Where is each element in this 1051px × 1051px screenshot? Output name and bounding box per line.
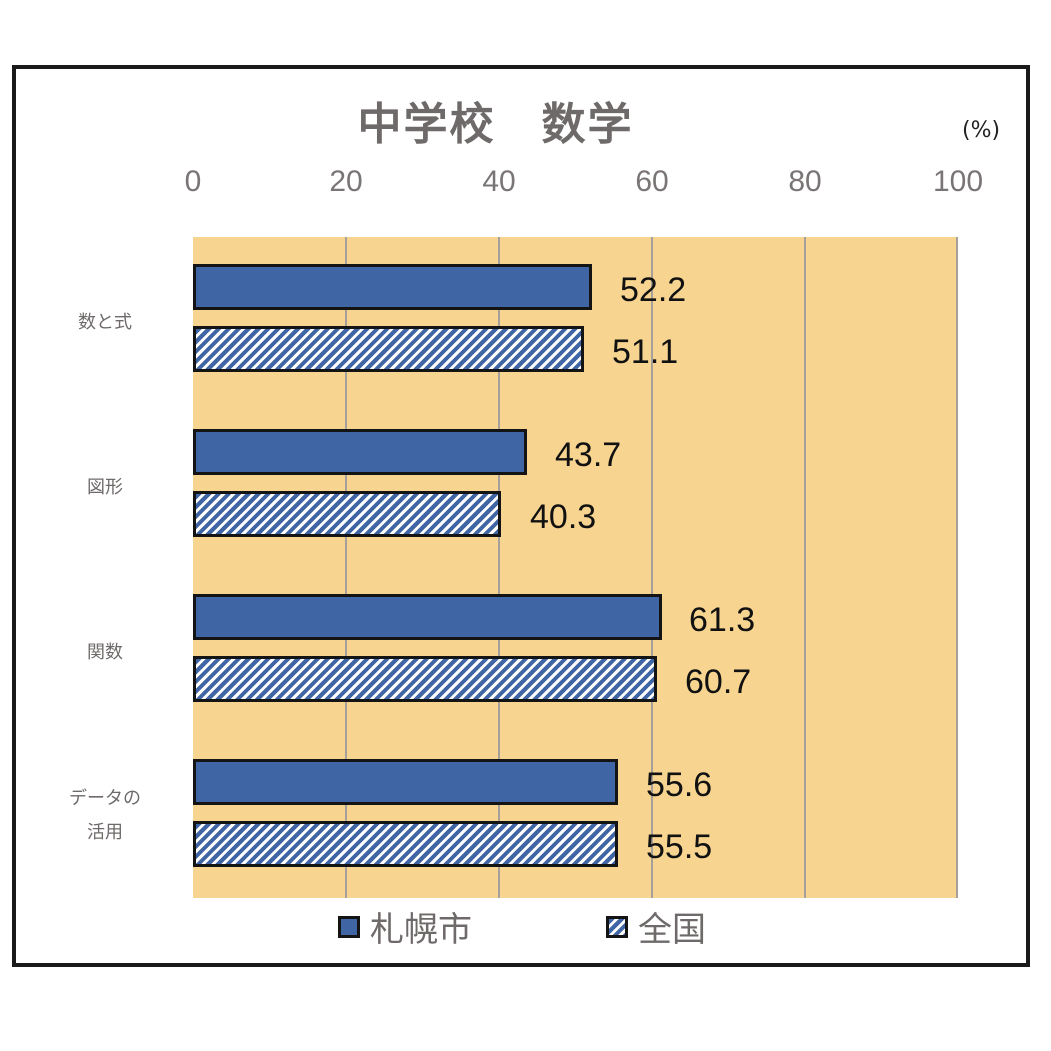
bar-national-zukei <box>193 491 501 537</box>
x-tick: 20 <box>329 165 363 198</box>
bar-national-kansuu <box>193 656 657 702</box>
value-label: 52.2 <box>620 271 687 309</box>
legend-item-sapporo: 札幌市 <box>338 902 472 951</box>
bar-national-data <box>193 821 618 867</box>
value-label: 43.7 <box>555 436 622 474</box>
gridline <box>345 237 347 898</box>
legend-item-national: 全国 <box>606 902 706 951</box>
legend-label: 札幌市 <box>370 910 472 950</box>
category-label: 活用 <box>87 822 123 843</box>
category-label: 数と式 <box>78 312 132 333</box>
x-tick: 60 <box>635 165 669 198</box>
chart-title: 中学校 数学 <box>357 99 634 150</box>
value-label: 61.3 <box>689 601 756 639</box>
x-tick: 0 <box>184 165 202 198</box>
gridline <box>498 237 500 898</box>
legend-label: 全国 <box>638 910 706 950</box>
gridline <box>956 237 958 898</box>
plot-area <box>193 237 958 898</box>
x-tick: 100 <box>932 165 984 198</box>
x-tick: 80 <box>788 165 822 198</box>
category-label: 関数 <box>87 642 123 663</box>
value-label: 55.6 <box>646 766 713 804</box>
bar-sapporo-kansuu <box>193 594 662 640</box>
legend-swatch-hatched <box>606 915 628 938</box>
gridline <box>804 237 806 898</box>
bar-sapporo-data <box>193 759 618 805</box>
value-label: 51.1 <box>612 333 679 371</box>
value-label: 40.3 <box>530 498 597 536</box>
unit-label: (%) <box>962 118 1001 143</box>
value-label: 55.5 <box>646 828 713 866</box>
bar-national-suutoshiki <box>193 326 584 372</box>
value-label: 60.7 <box>685 663 752 701</box>
bar-sapporo-suutoshiki <box>193 264 592 310</box>
x-tick: 40 <box>482 165 516 198</box>
category-label: データの <box>69 788 141 809</box>
legend-swatch-solid <box>338 915 360 938</box>
category-label: 図形 <box>87 477 123 498</box>
bar-sapporo-zukei <box>193 429 527 475</box>
gridline <box>651 237 653 898</box>
